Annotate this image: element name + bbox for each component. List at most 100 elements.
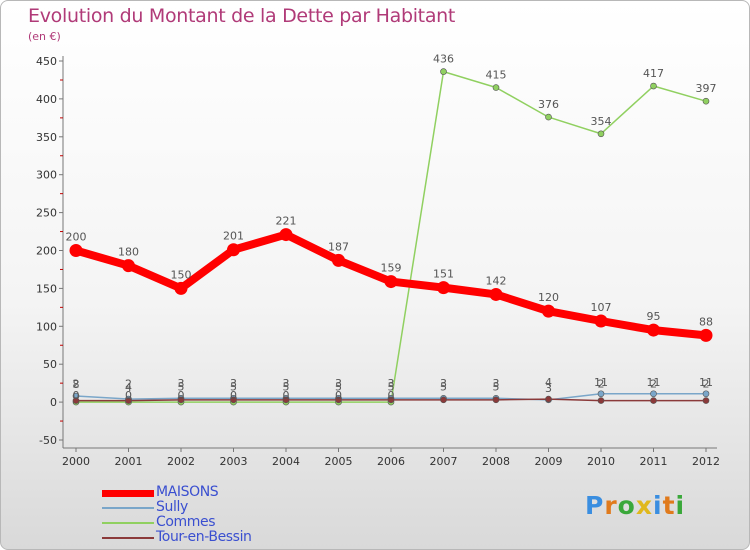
data-label-tour-en-bessin: 2 — [598, 378, 605, 391]
data-label-commes: 436 — [433, 53, 454, 66]
data-point-tour-en-bessin — [545, 395, 552, 403]
y-tick-label: 0 — [50, 396, 57, 409]
data-point-tour-en-bessin — [387, 396, 395, 404]
data-label-sully: 8 — [73, 378, 80, 391]
legend-label-tour-en-bessin: Tour-en-Bessin — [156, 529, 252, 545]
data-label-commes: 0 — [388, 389, 395, 402]
data-label-sully: 11 — [699, 376, 713, 389]
data-point-sully — [650, 390, 657, 398]
data-point-commes — [545, 113, 552, 121]
data-label-commes: 0 — [230, 389, 237, 402]
data-label-commes: 0 — [283, 389, 290, 402]
logo-letter: r — [604, 491, 618, 520]
y-tick-label: 450 — [36, 55, 57, 68]
data-label-commes: 397 — [696, 82, 717, 95]
x-tick-label: 2010 — [587, 455, 615, 468]
data-point-maisons — [437, 281, 450, 295]
data-point-maisons — [489, 287, 503, 301]
legend-label-commes: Commes — [156, 514, 216, 530]
data-label-maisons: 159 — [381, 262, 402, 275]
data-label-tour-en-bessin: 2 — [73, 378, 80, 391]
legend-swatch-commes — [102, 522, 154, 524]
data-label-maisons: 150 — [171, 268, 192, 281]
data-label-tour-en-bessin: 3 — [493, 377, 500, 390]
data-label-sully: 5 — [230, 380, 237, 393]
chart-title: Evolution du Montant de la Dette par Hab… — [28, 5, 456, 27]
legend-swatch-sully — [102, 507, 154, 509]
data-label-tour-en-bessin: 2 — [703, 378, 710, 391]
x-tick-label: 2000 — [62, 455, 90, 468]
data-label-sully: 5 — [493, 380, 500, 393]
x-tick-label: 2006 — [377, 455, 405, 468]
data-label-maisons: 201 — [223, 230, 244, 243]
data-point-tour-en-bessin — [230, 396, 237, 404]
data-label-sully: 5 — [440, 380, 447, 393]
data-point-maisons — [384, 275, 398, 289]
data-point-commes — [702, 97, 710, 105]
y-tick-label: 250 — [36, 207, 57, 220]
data-point-commes — [650, 82, 657, 90]
x-tick-label: 2005 — [325, 455, 353, 468]
data-label-tour-en-bessin: 3 — [335, 377, 342, 390]
data-label-sully: 3 — [545, 382, 552, 395]
data-point-maisons — [174, 281, 188, 295]
data-point-commes — [492, 84, 500, 91]
data-point-tour-en-bessin — [492, 396, 500, 404]
data-label-tour-en-bessin: 3 — [388, 377, 395, 390]
data-point-tour-en-bessin — [702, 397, 710, 404]
x-tick-label: 2002 — [167, 455, 195, 468]
data-label-tour-en-bessin: 3 — [440, 377, 447, 390]
data-label-commes: 376 — [538, 98, 559, 111]
y-tick-label: -50 — [39, 434, 57, 447]
data-label-maisons: 142 — [486, 274, 507, 287]
data-label-sully: 4 — [125, 381, 132, 394]
y-tick-label: 200 — [36, 245, 57, 258]
logo-letter: x — [635, 491, 653, 520]
y-tick-label: 50 — [43, 358, 57, 371]
data-label-tour-en-bessin: 4 — [545, 376, 552, 389]
data-label-maisons: 180 — [118, 246, 139, 259]
data-label-commes: 0 — [335, 389, 342, 402]
data-label-maisons: 187 — [328, 240, 349, 253]
data-point-maisons — [647, 323, 660, 337]
data-label-tour-en-bessin: 2 — [125, 378, 132, 391]
x-tick-label: 2003 — [220, 455, 248, 468]
x-tick-label: 2011 — [640, 455, 668, 468]
x-tick-label: 2012 — [692, 455, 720, 468]
data-label-tour-en-bessin: 3 — [230, 377, 237, 390]
x-tick-label: 2007 — [430, 455, 458, 468]
series-line-commes — [75, 70, 707, 403]
data-point-maisons — [542, 304, 555, 318]
data-point-tour-en-bessin — [650, 397, 657, 404]
data-point-tour-en-bessin — [177, 396, 185, 404]
data-point-maisons — [699, 328, 713, 342]
data-label-commes: 417 — [643, 67, 664, 80]
series-points — [69, 68, 713, 406]
logo-letter: o — [617, 491, 636, 520]
series-lines — [72, 70, 710, 403]
data-point-tour-en-bessin — [282, 396, 290, 404]
data-label-sully: 11 — [647, 376, 661, 389]
data-label-sully: 5 — [178, 380, 185, 393]
data-label-maisons: 95 — [647, 310, 661, 323]
data-point-sully — [702, 390, 710, 398]
x-tick-label: 2001 — [115, 455, 143, 468]
data-point-commes — [440, 68, 447, 75]
data-point-sully — [597, 390, 605, 398]
data-point-maisons — [279, 228, 293, 242]
data-point-maisons — [594, 314, 608, 328]
legend-swatch-maisons — [102, 489, 154, 497]
data-label-sully: 5 — [283, 380, 290, 393]
data-label-commes: 0 — [178, 389, 185, 402]
data-label-maisons: 120 — [538, 291, 559, 304]
data-point-maisons — [122, 259, 135, 273]
chart-subtitle: (en €) — [28, 30, 61, 43]
data-label-sully: 11 — [594, 376, 608, 389]
data-label-tour-en-bessin: 2 — [650, 378, 657, 391]
data-label-maisons: 151 — [433, 268, 454, 281]
data-point-commes — [597, 130, 605, 138]
y-tick-label: 400 — [36, 93, 57, 106]
